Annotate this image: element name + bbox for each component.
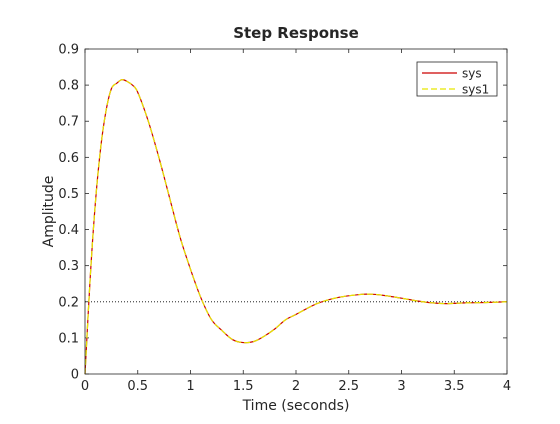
x-tick-label: 0.5	[127, 379, 148, 394]
y-tick-label: 0.3	[58, 259, 79, 274]
y-tick-label: 0.1	[58, 331, 79, 346]
y-tick-label: 0.5	[58, 187, 79, 202]
x-tick-label: 2.5	[338, 379, 359, 394]
plot-frame	[84, 48, 508, 375]
y-tick-label: 0	[71, 368, 79, 383]
x-tick-label: 3.5	[444, 379, 465, 394]
x-tick-label: 3	[397, 379, 405, 394]
y-tick-label: 0.7	[58, 115, 79, 130]
y-tick-label: 0.6	[58, 151, 79, 166]
series-lines-group	[84, 79, 508, 375]
ticks-group: 0 0.5 1 1.5 2 2.5 3 3.5 4 0 0.1 0.2 0.3 0.4 0.5 0.6 0.7 0…	[58, 43, 511, 395]
x-tick-label: 0	[81, 379, 89, 394]
y-axis-label: Amplitude	[41, 176, 57, 248]
x-tick-label: 1.5	[233, 379, 254, 394]
legend-box	[416, 61, 498, 97]
x-tick-label: 2	[292, 379, 300, 394]
x-tick-label: 4	[503, 379, 511, 394]
legend-label-sys: sys	[462, 67, 482, 81]
x-axis-label: Time (seconds)	[242, 398, 350, 414]
legend-label-sys1: sys1	[462, 83, 489, 97]
series-line-sys1	[84, 79, 508, 375]
y-tick-label: 0.2	[58, 295, 79, 310]
y-tick-label: 0.9	[58, 43, 79, 58]
chart-title: Step Response	[233, 24, 359, 42]
x-tick-label: 1	[186, 379, 194, 394]
legend: sys sys1	[416, 61, 498, 97]
plot-background	[85, 49, 507, 374]
y-tick-label: 0.4	[58, 223, 79, 238]
y-tick-label: 0.8	[58, 79, 79, 94]
